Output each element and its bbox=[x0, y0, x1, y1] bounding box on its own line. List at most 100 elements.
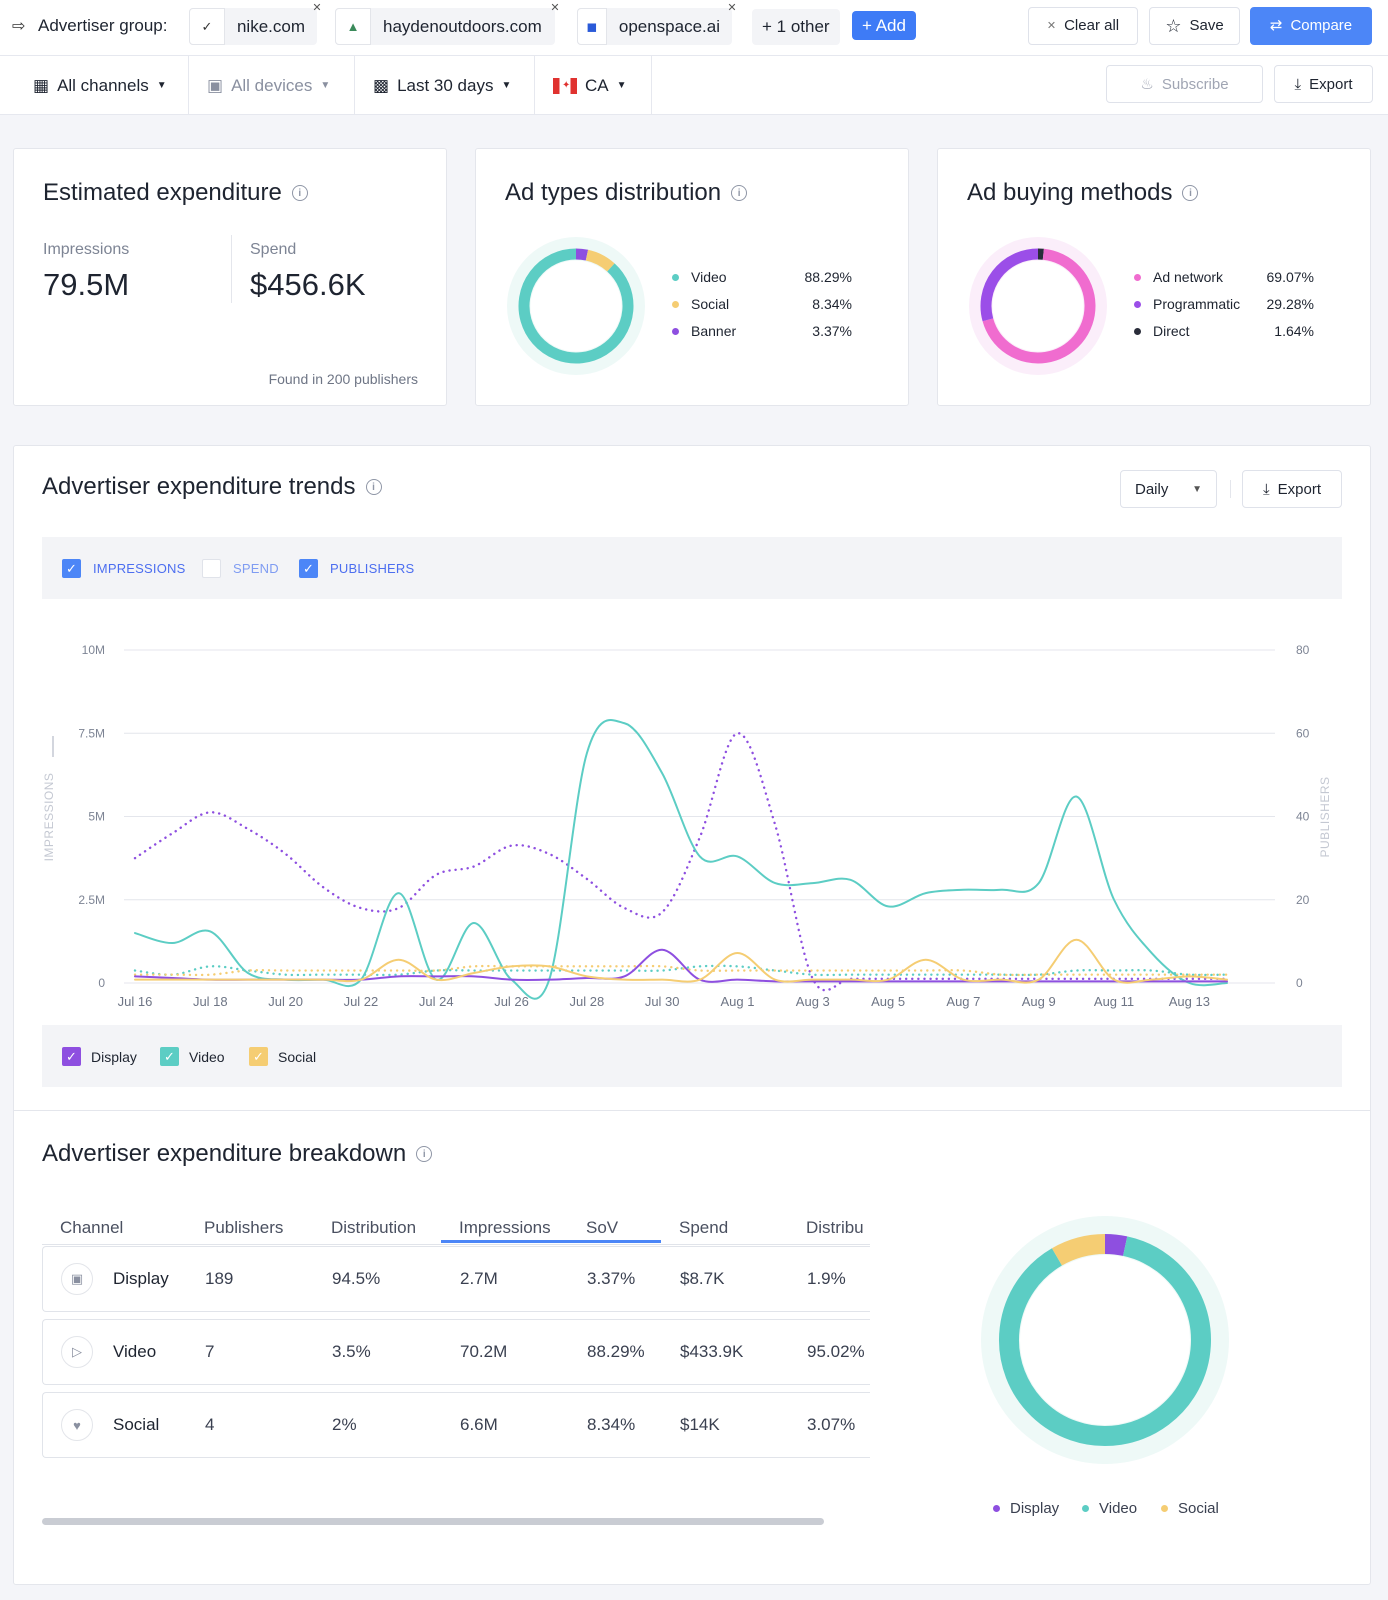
granularity-select[interactable]: Daily ▼ bbox=[1120, 470, 1217, 508]
clear-all-label: Clear all bbox=[1064, 17, 1120, 34]
ad-type-legend-social: Social 8.34% bbox=[672, 296, 852, 312]
channel-name: Video bbox=[113, 1342, 157, 1361]
series-line-display-impressions[interactable] bbox=[134, 948, 1228, 983]
x-tick-label: Aug 9 bbox=[1022, 994, 1056, 1009]
column-header-spend[interactable]: Spend bbox=[679, 1218, 729, 1237]
period-dropdown[interactable]: ▩ Last 30 days ▼ bbox=[355, 56, 535, 115]
legend-label: Video bbox=[1099, 1500, 1138, 1517]
table-row[interactable]: ▷ Video 7 3.5% 70.2M 88.29% $433.9K 95.0… bbox=[42, 1319, 870, 1385]
trends-export-button[interactable]: ⤓ Export bbox=[1242, 470, 1342, 508]
toggle-label: Display bbox=[91, 1048, 137, 1065]
table-row[interactable]: ▣ Display 189 94.5% 2.7M 3.37% $8.7K 1.9… bbox=[42, 1246, 870, 1312]
legend-dot bbox=[1161, 1505, 1168, 1512]
donut-segment-social[interactable] bbox=[1051, 1234, 1106, 1266]
publishers-found-text: Found in 200 publishers bbox=[268, 371, 418, 387]
add-advertiser-button[interactable]: + Add bbox=[852, 11, 916, 40]
advertiser-chip-openspace[interactable]: ◼ openspace.ai ✕ bbox=[577, 2, 737, 45]
info-icon[interactable]: i bbox=[365, 479, 382, 495]
column-header-distribution[interactable]: Distribution bbox=[331, 1218, 417, 1237]
download-icon: ⤓ bbox=[1263, 480, 1270, 498]
star-icon: ☆ bbox=[1165, 16, 1182, 36]
export-button[interactable]: ⤓ Export bbox=[1274, 65, 1373, 103]
social-channel-toggle[interactable]: ✓ Social bbox=[249, 1047, 316, 1066]
channels-dropdown[interactable]: ▦ All channels ▼ bbox=[15, 56, 189, 115]
donut-segment-video[interactable] bbox=[518, 248, 634, 364]
donut-hole bbox=[530, 260, 622, 352]
impressions-cell: 2.7M bbox=[460, 1269, 498, 1288]
subscribe-button[interactable]: ♨ Subscribe bbox=[1106, 65, 1263, 103]
display-channel-toggle[interactable]: ✓ Display bbox=[62, 1047, 137, 1066]
remove-advertiser-icon[interactable]: ✕ bbox=[550, 2, 560, 14]
advertiser-chip-nike[interactable]: ✓ nike.com ✕ bbox=[189, 2, 322, 45]
info-icon[interactable]: i bbox=[416, 1146, 433, 1162]
info-icon[interactable]: i bbox=[1182, 185, 1199, 201]
ad-types-card: Ad types distribution i Video 88.29% Soc… bbox=[475, 148, 909, 406]
section-divider bbox=[13, 1110, 1371, 1111]
image-icon: ▣ bbox=[61, 1263, 93, 1295]
column-header-impressions[interactable]: Impressions bbox=[459, 1218, 551, 1237]
donut-segment-banner[interactable] bbox=[575, 248, 589, 261]
table-row[interactable]: ♥ Social 4 2% 6.6M 8.34% $14K 3.07% bbox=[42, 1392, 870, 1458]
channel-name: Display bbox=[113, 1269, 169, 1288]
column-header-publishers[interactable]: Publishers bbox=[204, 1218, 284, 1237]
info-icon[interactable]: i bbox=[731, 185, 748, 201]
legend-dot bbox=[1134, 300, 1141, 308]
divider bbox=[231, 235, 232, 303]
advertiser-chip-hayden[interactable]: ▲ haydenoutdoors.com ✕ bbox=[335, 2, 560, 45]
channels-value: All channels bbox=[57, 75, 149, 95]
spend-label: Spend bbox=[250, 241, 297, 258]
x-tick-label: Aug 1 bbox=[720, 994, 754, 1009]
column-header-sov[interactable]: SoV bbox=[586, 1218, 619, 1237]
donut-segment-programmatic[interactable] bbox=[980, 248, 1039, 322]
card-title: Ad buying methods i bbox=[967, 179, 1199, 207]
compare-button[interactable]: ⇄ Compare bbox=[1250, 7, 1372, 45]
video-channel-toggle[interactable]: ✓ Video bbox=[160, 1047, 225, 1066]
column-header-spend-distribution[interactable]: Distribu bbox=[806, 1218, 864, 1237]
x-tick-label: Jul 20 bbox=[268, 994, 303, 1009]
legend-dot bbox=[1134, 327, 1141, 335]
y-axis-title: IMPRESSIONS bbox=[42, 773, 56, 862]
caret-down-icon: ▼ bbox=[320, 80, 331, 91]
devices-icon: ▣ bbox=[207, 75, 224, 95]
spend-cell: $14K bbox=[680, 1415, 720, 1434]
series-line-video-impressions[interactable] bbox=[134, 719, 1228, 1000]
legend-label: Ad network bbox=[1153, 269, 1224, 285]
impressions-label: Impressions bbox=[43, 241, 130, 258]
advertiser-name: nike.com bbox=[236, 16, 305, 36]
series-line-social-publishers[interactable] bbox=[133, 964, 1229, 977]
other-advertisers-button[interactable]: + 1 other bbox=[752, 9, 840, 45]
legend-pct: 1.64% bbox=[1274, 323, 1314, 339]
series-line-display-publishers[interactable] bbox=[133, 732, 1229, 992]
y2-tick-label: 0 bbox=[1296, 976, 1303, 990]
ad-type-legend-video: Video 88.29% bbox=[672, 269, 852, 285]
ad-buying-methods-card: Ad buying methods i Ad network 69.07% Pr… bbox=[937, 148, 1371, 406]
advertiser-group-label: Advertiser group: bbox=[38, 16, 168, 35]
toggle-label: Social bbox=[278, 1048, 317, 1065]
save-button[interactable]: ☆ Save bbox=[1149, 7, 1240, 45]
breakdown-donut-chart bbox=[981, 1216, 1229, 1464]
donut-segment-social[interactable] bbox=[585, 249, 615, 272]
devices-dropdown[interactable]: ▣ All devices ▼ bbox=[189, 56, 355, 115]
donut-segment-display[interactable] bbox=[1104, 1234, 1128, 1256]
remove-advertiser-icon[interactable]: ✕ bbox=[727, 2, 737, 14]
publishers-toggle[interactable]: ✓ PUBLISHERS bbox=[299, 559, 414, 578]
series-line-social-impressions[interactable] bbox=[134, 938, 1228, 984]
donut-segment-ad-network[interactable] bbox=[982, 248, 1096, 364]
donut-segment-video[interactable] bbox=[999, 1236, 1211, 1446]
sov-cell: 8.34% bbox=[587, 1415, 636, 1434]
horizontal-scrollbar[interactable] bbox=[42, 1518, 824, 1525]
info-icon[interactable]: i bbox=[291, 185, 308, 201]
x-tick-label: Jul 30 bbox=[645, 994, 680, 1009]
active-sort-indicator bbox=[441, 1240, 661, 1243]
impressions-toggle[interactable]: ✓ IMPRESSIONS bbox=[62, 559, 186, 578]
clear-all-button[interactable]: ✕ Clear all bbox=[1028, 7, 1138, 45]
spend-toggle[interactable]: SPEND bbox=[202, 559, 279, 578]
nike-logo-icon: ✓ bbox=[189, 8, 225, 45]
country-dropdown[interactable]: ✦ CA ▼ bbox=[535, 56, 652, 115]
estimated-expenditure-title: Estimated expenditure bbox=[43, 179, 282, 206]
column-header-channel[interactable]: Channel bbox=[60, 1218, 124, 1237]
legend-label: Social bbox=[1178, 1500, 1219, 1517]
remove-advertiser-icon[interactable]: ✕ bbox=[312, 2, 322, 14]
collapse-arrow-icon[interactable]: ⇨ bbox=[12, 18, 26, 35]
spend-distribution-cell: 3.07% bbox=[807, 1415, 856, 1434]
